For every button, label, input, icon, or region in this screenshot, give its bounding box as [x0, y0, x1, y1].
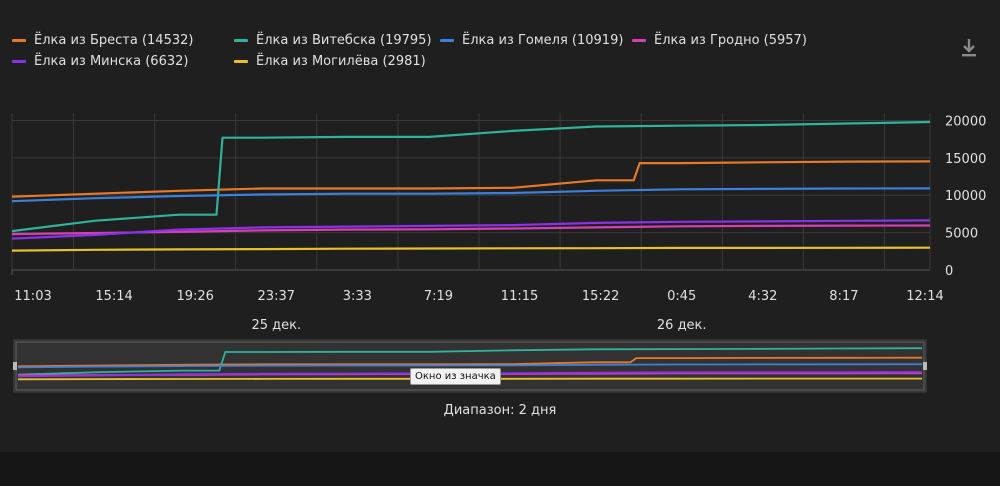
date-label: 25 дек. — [251, 318, 301, 333]
line-chart: 11:03 15:14 19:26 23:37 3:33 7:19 11:15 15:22 0:… — [11, 113, 986, 393]
legend-label: Ёлка из Гродно (5957) — [654, 33, 807, 48]
legend-row: Ёлка из Минска (6632) Ёлка из Могилёва (2… — [12, 51, 952, 72]
footer-band — [0, 452, 1000, 486]
x-tick-label: 7:19 — [424, 289, 453, 304]
legend-item[interactable]: Ёлка из Гродно (5957) — [632, 33, 807, 48]
download-icon[interactable] — [959, 37, 979, 59]
x-tick-label: 12:14 — [906, 289, 943, 304]
legend-label: Ёлка из Витебска (19795) — [256, 33, 432, 48]
y-tick-label: 5000 — [945, 227, 978, 242]
legend-item[interactable]: Ёлка из Могилёва (2981) — [234, 54, 426, 69]
x-tick-label: 3:33 — [343, 289, 372, 304]
chart-legend: Ёлка из Бреста (14532) Ёлка из Витебска (… — [12, 30, 952, 72]
x-tick-label: 15:14 — [95, 289, 132, 304]
legend-item[interactable]: Ёлка из Бреста (14532) — [12, 33, 193, 48]
navigator-line — [17, 347, 923, 376]
legend-swatch — [632, 39, 646, 42]
legend-swatch — [234, 39, 248, 42]
x-tick-label: 8:17 — [829, 289, 858, 304]
legend-label: Ёлка из Могилёва (2981) — [256, 54, 426, 69]
legend-swatch — [234, 60, 248, 63]
legend-swatch — [440, 39, 454, 42]
series-line[interactable] — [11, 160, 931, 198]
date-labels: 25 дек. 26 дек. — [251, 318, 706, 333]
navigator-handle-right[interactable] — [923, 362, 927, 370]
legend-label: Ёлка из Минска (6632) — [34, 54, 189, 69]
series-line[interactable] — [11, 219, 931, 240]
navigator-line — [17, 363, 923, 369]
x-tick-label: 0:45 — [667, 289, 696, 304]
navigator-line — [17, 356, 923, 368]
x-tick-label: 11:15 — [501, 289, 538, 304]
x-tick-label: 15:22 — [582, 289, 619, 304]
x-tick-label: 23:37 — [258, 289, 295, 304]
range-navigator[interactable] — [13, 339, 927, 393]
y-tick-label: 0 — [945, 264, 953, 279]
legend-swatch — [12, 60, 26, 63]
x-tick-label: 19:26 — [176, 289, 213, 304]
series-line[interactable] — [11, 224, 931, 236]
legend-item[interactable]: Ёлка из Гомеля (10919) — [440, 33, 623, 48]
y-axis: 0 5000 10000 15000 20000 — [945, 114, 986, 279]
navigator-tooltip: Окно из значка — [410, 368, 501, 385]
y-tick-label: 15000 — [945, 152, 986, 167]
series-line[interactable] — [11, 246, 931, 252]
navigator-handle-left[interactable] — [13, 362, 17, 370]
y-tick-label: 10000 — [945, 189, 986, 204]
x-tick-label: 4:32 — [748, 289, 777, 304]
y-tick-label: 20000 — [945, 114, 986, 129]
series-layer — [11, 120, 931, 252]
series-line[interactable] — [11, 187, 931, 203]
legend-row: Ёлка из Бреста (14532) Ёлка из Витебска (… — [12, 30, 952, 51]
x-tick-label: 11:03 — [14, 289, 51, 304]
x-axis: 11:03 15:14 19:26 23:37 3:33 7:19 11:15 15:22 0:… — [14, 289, 943, 304]
range-label: Диапазон: 2 дня — [443, 403, 557, 418]
series-line[interactable] — [11, 120, 931, 233]
legend-item[interactable]: Ёлка из Витебска (19795) — [234, 33, 432, 48]
legend-label: Ёлка из Бреста (14532) — [34, 33, 194, 48]
legend-swatch — [12, 39, 26, 42]
legend-label: Ёлка из Гомеля (10919) — [462, 33, 624, 48]
date-label: 26 дек. — [657, 318, 707, 333]
legend-item[interactable]: Ёлка из Минска (6632) — [12, 54, 188, 69]
